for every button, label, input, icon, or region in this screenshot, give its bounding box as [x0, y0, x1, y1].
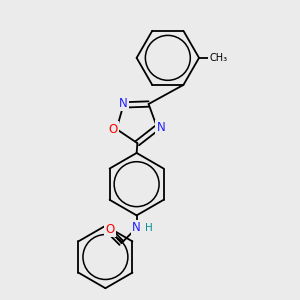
Text: CH₃: CH₃: [209, 53, 227, 63]
Text: N: N: [119, 97, 128, 110]
Text: H: H: [145, 223, 153, 233]
Text: O: O: [105, 223, 115, 236]
Text: N: N: [132, 221, 141, 234]
Text: O: O: [108, 123, 118, 136]
Text: N: N: [156, 121, 165, 134]
